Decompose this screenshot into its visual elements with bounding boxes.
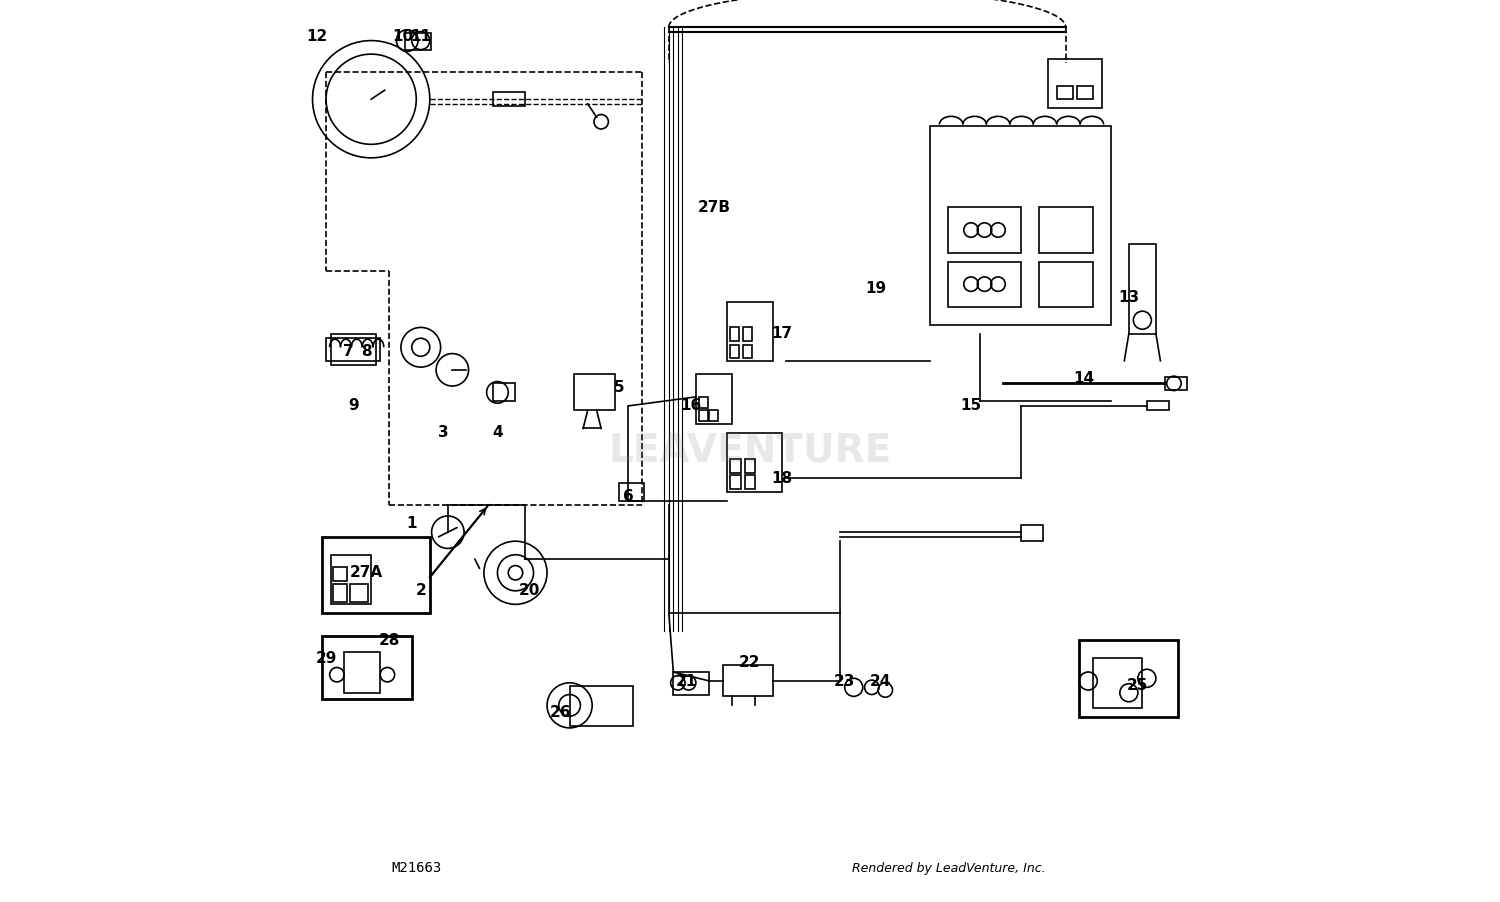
Bar: [330, 555, 370, 604]
Bar: [344, 652, 380, 693]
Text: M21663: M21663: [392, 861, 441, 875]
Text: 5: 5: [614, 381, 624, 395]
Bar: [696, 374, 732, 424]
Bar: [1166, 377, 1188, 390]
Bar: [1047, 59, 1102, 108]
Text: 10: 10: [392, 29, 414, 43]
Bar: [699, 410, 708, 421]
Text: 28: 28: [378, 633, 400, 648]
Text: 26: 26: [550, 705, 572, 720]
Bar: [723, 665, 772, 696]
Bar: [948, 207, 1020, 253]
Text: 1: 1: [406, 516, 417, 530]
Text: 27A: 27A: [350, 566, 382, 580]
Text: 27B: 27B: [698, 200, 730, 215]
Bar: [744, 475, 756, 489]
Text: 12: 12: [306, 29, 327, 43]
Bar: [730, 327, 740, 341]
Text: 11: 11: [411, 29, 432, 43]
Bar: [1094, 658, 1143, 708]
Text: 2: 2: [416, 584, 426, 598]
Text: 6: 6: [622, 489, 633, 503]
Bar: [930, 126, 1112, 325]
Bar: [333, 567, 346, 581]
Text: 3: 3: [438, 426, 448, 440]
Text: 20: 20: [519, 584, 540, 598]
Bar: [1077, 86, 1094, 99]
Text: 14: 14: [1072, 372, 1095, 386]
Bar: [728, 302, 772, 361]
Bar: [574, 374, 615, 410]
Bar: [570, 686, 633, 726]
Bar: [405, 33, 430, 50]
Bar: [744, 459, 756, 473]
Text: 22: 22: [740, 656, 760, 670]
Bar: [1038, 262, 1094, 307]
Bar: [321, 537, 430, 613]
Bar: [494, 383, 516, 401]
Bar: [728, 433, 782, 492]
Bar: [333, 584, 346, 602]
Bar: [350, 584, 368, 602]
Bar: [699, 397, 708, 408]
Text: 8: 8: [362, 345, 372, 359]
Bar: [730, 475, 741, 489]
Bar: [326, 338, 380, 361]
Text: Rendered by LeadVenture, Inc.: Rendered by LeadVenture, Inc.: [852, 862, 1046, 875]
Text: 13: 13: [1119, 290, 1140, 305]
Text: 16: 16: [681, 399, 702, 413]
Bar: [730, 459, 741, 473]
Text: 9: 9: [348, 399, 358, 413]
Bar: [742, 327, 752, 341]
Text: 23: 23: [834, 674, 855, 688]
Text: 19: 19: [865, 281, 886, 296]
Bar: [1020, 525, 1042, 541]
Bar: [742, 345, 752, 358]
Text: 21: 21: [676, 674, 698, 688]
Text: 25: 25: [1126, 678, 1149, 693]
Bar: [948, 262, 1020, 307]
Bar: [1148, 401, 1170, 410]
Bar: [1056, 86, 1072, 99]
Bar: [1078, 640, 1179, 717]
Text: 15: 15: [960, 399, 981, 413]
Bar: [710, 410, 718, 421]
Bar: [494, 92, 525, 106]
Text: 17: 17: [771, 327, 792, 341]
Bar: [330, 334, 375, 365]
Text: 24: 24: [870, 674, 891, 688]
Bar: [1038, 207, 1094, 253]
Bar: [321, 636, 411, 699]
Text: 7: 7: [344, 345, 354, 359]
Bar: [620, 483, 645, 501]
Text: 4: 4: [492, 426, 502, 440]
Text: 18: 18: [771, 471, 792, 485]
Bar: [674, 672, 710, 695]
Text: LEAVENTURE: LEAVENTURE: [609, 432, 891, 470]
Bar: [730, 345, 740, 358]
Bar: [1130, 244, 1156, 334]
Text: 29: 29: [315, 651, 336, 666]
